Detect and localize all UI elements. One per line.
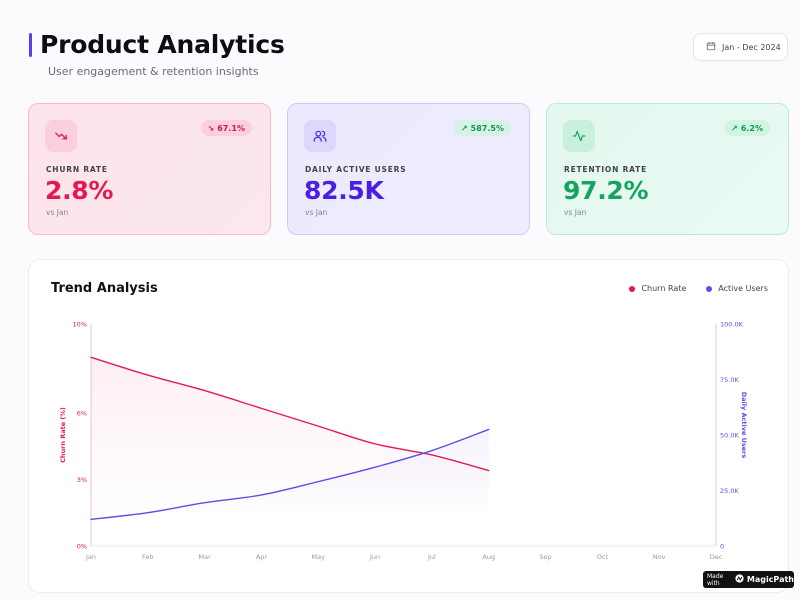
- churn-rate-card: ↘ 67.1% CHURN RATE 2.8% vs Jan: [28, 103, 271, 235]
- title-accent-bar: [29, 33, 32, 57]
- trend-analysis-panel: Trend Analysis Churn Rate Active Users: [28, 259, 789, 593]
- arrow-up-right-icon: ↗: [731, 123, 738, 133]
- card-label: DAILY ACTIVE USERS: [305, 165, 407, 174]
- card-comparison: vs Jan: [46, 208, 69, 217]
- legend-item-active-users[interactable]: Active Users: [706, 284, 768, 293]
- page-subtitle: User engagement & retention insights: [48, 65, 259, 78]
- card-value: 2.8%: [45, 176, 114, 205]
- card-value: 82.5K: [304, 176, 384, 205]
- legend-dot: [706, 285, 713, 292]
- trending-down-icon: [45, 120, 77, 152]
- change-badge: ↘ 67.1%: [200, 120, 252, 136]
- users-icon: [304, 120, 336, 152]
- date-range-button[interactable]: Jan - Dec 2024: [693, 33, 788, 61]
- change-badge: ↗ 6.2%: [724, 120, 770, 136]
- retention-rate-card: ↗ 6.2% RETENTION RATE 97.2% vs Jan: [546, 103, 789, 235]
- card-label: RETENTION RATE: [564, 165, 648, 174]
- activity-icon: [563, 120, 595, 152]
- legend-item-churn[interactable]: Churn Rate: [629, 284, 686, 293]
- daily-active-users-card: ↗ 587.5% DAILY ACTIVE USERS 82.5K vs Jan: [287, 103, 530, 235]
- calendar-icon: [706, 41, 716, 53]
- card-value: 97.2%: [563, 176, 649, 205]
- change-badge: ↗ 587.5%: [453, 120, 511, 136]
- date-range-label: Jan - Dec 2024: [722, 42, 781, 52]
- magicpath-logo-icon: [735, 574, 744, 585]
- arrow-down-right-icon: ↘: [207, 123, 215, 133]
- card-label: CHURN RATE: [46, 165, 108, 174]
- chart-legend: Churn Rate Active Users: [629, 284, 768, 293]
- card-comparison: vs Jan: [305, 208, 328, 217]
- page-title: Product Analytics: [40, 30, 285, 59]
- arrow-up-right-icon: ↗: [460, 123, 468, 133]
- made-with-badge[interactable]: Made with MagicPath: [703, 571, 794, 588]
- card-comparison: vs Jan: [564, 208, 587, 217]
- chart-title: Trend Analysis: [51, 281, 158, 296]
- legend-dot: [629, 285, 636, 292]
